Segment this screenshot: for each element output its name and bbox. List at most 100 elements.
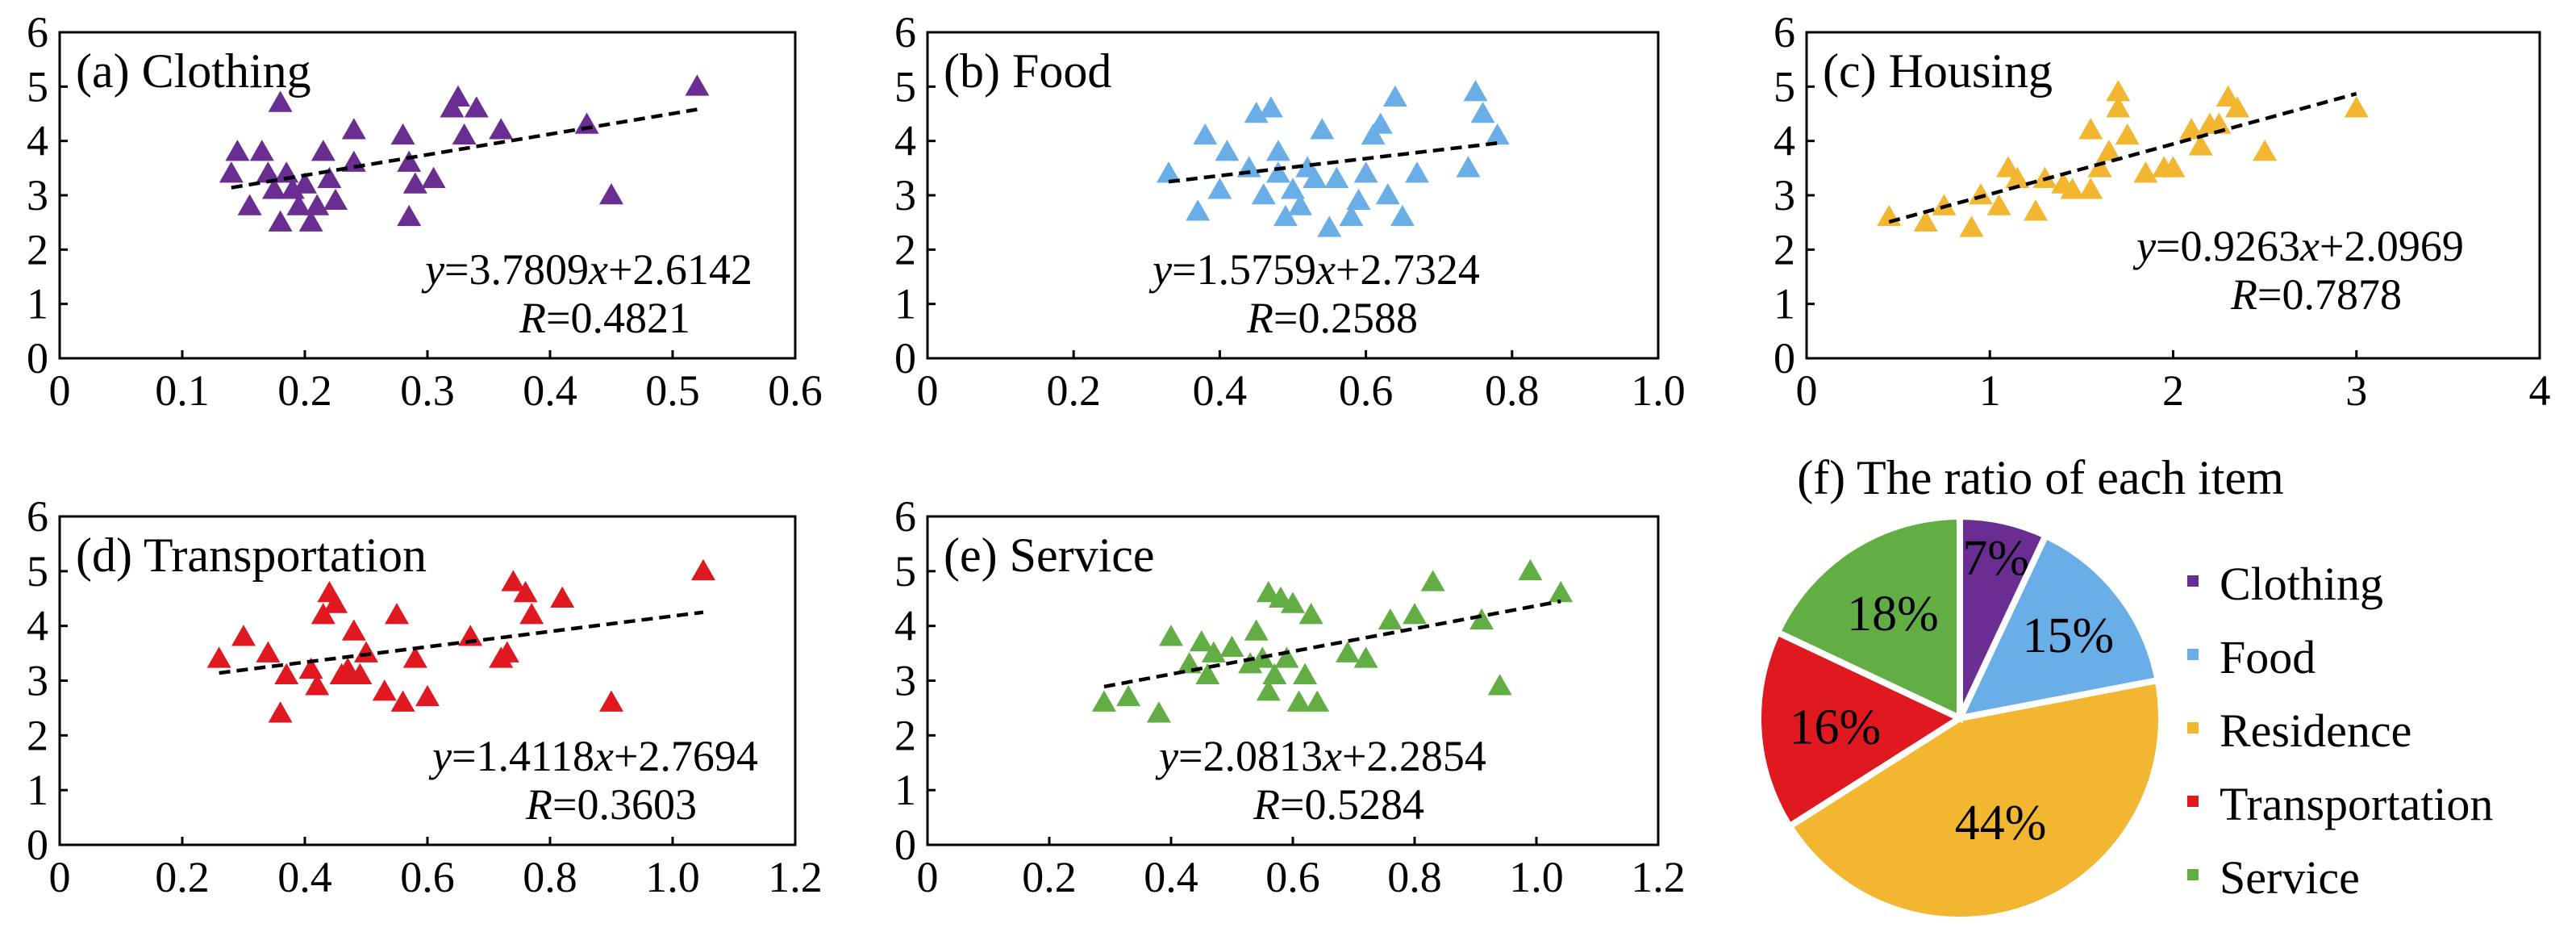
x-tick-label: 3 — [2345, 366, 2367, 415]
trend-line — [1103, 599, 1561, 689]
data-point — [206, 646, 231, 668]
data-point — [1375, 183, 1400, 205]
data-point — [298, 210, 323, 232]
x-tick-label: 0.4 — [523, 366, 577, 415]
data-point — [1487, 674, 1512, 696]
data-point — [249, 140, 274, 161]
data-point — [1317, 215, 1342, 237]
regression-equation: y=1.4118x+2.7694 — [428, 732, 758, 780]
trend-line — [231, 107, 698, 190]
y-tick-label: 0 — [1774, 334, 1795, 382]
data-point — [2024, 199, 2049, 221]
data-point — [1201, 641, 1226, 662]
y-tick-label: 1 — [27, 280, 48, 328]
data-point — [390, 123, 415, 145]
y-tick-label: 3 — [27, 171, 48, 219]
data-point — [385, 603, 409, 625]
data-point — [1959, 215, 1984, 237]
data-point — [1549, 580, 1574, 603]
y-tick-label: 2 — [27, 711, 48, 759]
data-point — [1251, 183, 1276, 205]
data-point — [311, 603, 336, 625]
data-point — [1244, 102, 1269, 123]
data-point — [1361, 123, 1386, 145]
data-point — [599, 690, 623, 712]
data-point — [2078, 178, 2103, 199]
data-point — [2060, 178, 2085, 199]
data-point — [231, 625, 256, 646]
data-point — [262, 178, 286, 199]
panel-title: (b) Food — [944, 44, 1111, 98]
x-tick-label: 4 — [2529, 366, 2551, 415]
data-point — [1456, 156, 1481, 178]
data-point — [1193, 123, 1218, 145]
y-tick-label: 4 — [894, 117, 916, 165]
data-point — [402, 646, 427, 668]
y-tick-label: 6 — [27, 8, 48, 56]
pie-percent-label: 18% — [1847, 587, 1939, 642]
data-point — [2253, 140, 2278, 161]
data-point — [1403, 603, 1427, 625]
trend-line — [1888, 91, 2357, 224]
data-point — [390, 690, 415, 712]
data-point — [286, 194, 311, 215]
correlation-label: R=0.2588 — [1246, 294, 1418, 342]
pie-slice-residence — [1785, 676, 2165, 923]
data-point — [1995, 156, 2020, 178]
data-point — [1305, 690, 1330, 712]
trend-line — [1168, 141, 1498, 184]
x-tick-label: 0 — [1796, 366, 1818, 415]
data-point — [501, 570, 526, 591]
regression-equation: y=3.7809x+2.6142 — [421, 245, 752, 294]
data-point — [237, 194, 262, 215]
x-tick-label: 0.2 — [1022, 853, 1077, 901]
data-point — [1256, 580, 1281, 603]
data-point — [1281, 178, 1305, 199]
data-point — [2133, 161, 2158, 183]
data-point — [1244, 619, 1269, 641]
x-tick-label: 0.6 — [1339, 366, 1394, 415]
data-point — [1273, 204, 1298, 227]
data-point — [1215, 140, 1240, 161]
data-point — [1353, 161, 1378, 183]
y-tick-label: 0 — [27, 334, 48, 382]
y-tick-label: 5 — [27, 547, 48, 596]
legend-label: Residence — [2220, 704, 2411, 757]
panel-title: (d) Transportation — [76, 529, 427, 582]
y-tick-label: 2 — [894, 225, 916, 274]
legend-swatch — [2187, 722, 2199, 733]
data-point — [1186, 199, 1211, 221]
correlation-label: R=0.5284 — [1253, 780, 1424, 829]
data-point — [1219, 635, 1244, 658]
x-tick-label: 0.8 — [523, 853, 577, 901]
data-point — [305, 674, 330, 696]
pie-slice-transportation — [1755, 628, 1967, 831]
y-tick-label: 6 — [1774, 8, 1795, 56]
data-point — [1293, 662, 1318, 684]
data-point — [1268, 586, 1293, 608]
data-point — [256, 641, 281, 662]
data-point — [311, 140, 336, 161]
data-point — [1286, 690, 1311, 712]
data-point — [1353, 646, 1378, 668]
x-tick-label: 1 — [1979, 366, 2001, 415]
data-point — [513, 580, 538, 603]
legend-label: Service — [2220, 851, 2360, 904]
data-point — [691, 558, 715, 581]
x-tick-label: 2 — [2162, 366, 2184, 415]
y-tick-label: 2 — [27, 225, 48, 274]
data-point — [336, 657, 361, 679]
data-point — [2225, 96, 2250, 118]
data-point — [421, 166, 446, 189]
data-point — [1146, 701, 1171, 723]
pie-percent-label: 16% — [1789, 700, 1881, 755]
data-point — [1256, 679, 1281, 701]
legend-label: Clothing — [2220, 558, 2383, 610]
data-point — [1390, 204, 1415, 227]
y-tick-label: 1 — [894, 766, 916, 814]
trend-line — [219, 610, 704, 675]
